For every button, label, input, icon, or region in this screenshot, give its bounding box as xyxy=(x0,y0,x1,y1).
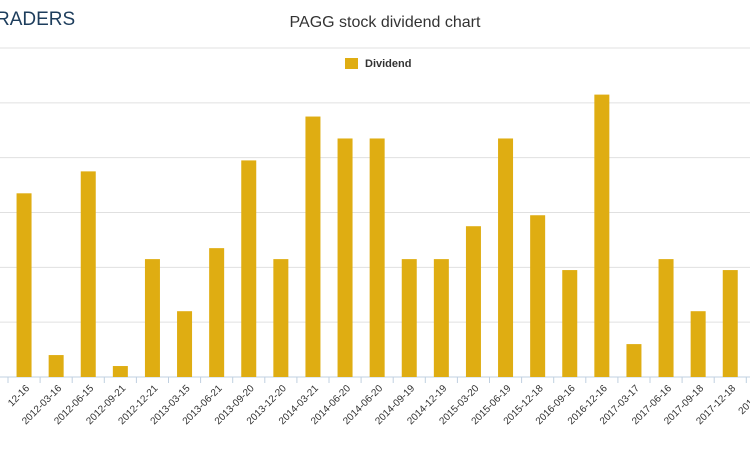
bar xyxy=(433,259,449,377)
bar xyxy=(241,160,257,377)
bar xyxy=(144,259,160,377)
brand-logo: RADERS xyxy=(0,9,75,30)
bar xyxy=(498,138,514,377)
bar xyxy=(465,226,481,377)
bar xyxy=(562,270,578,377)
bar xyxy=(16,193,32,377)
bar xyxy=(273,259,289,377)
bar xyxy=(626,344,642,377)
bar xyxy=(48,355,64,377)
legend-swatch xyxy=(345,58,358,69)
chart-title: PAGG stock dividend chart xyxy=(290,14,481,31)
legend-label: Dividend xyxy=(365,58,411,70)
bar xyxy=(80,171,96,377)
x-tick-label: 2018-03 xyxy=(737,383,750,417)
bar xyxy=(337,138,353,377)
bar xyxy=(177,311,193,377)
bar xyxy=(690,311,706,377)
bar xyxy=(530,215,546,377)
bar xyxy=(401,259,417,377)
bar xyxy=(658,259,674,377)
bar xyxy=(305,116,321,378)
bar xyxy=(369,138,385,377)
bar xyxy=(722,270,738,377)
bar xyxy=(209,248,225,377)
bar xyxy=(594,94,610,377)
x-tick-label: 12-16 xyxy=(6,383,32,409)
bar xyxy=(112,366,128,377)
